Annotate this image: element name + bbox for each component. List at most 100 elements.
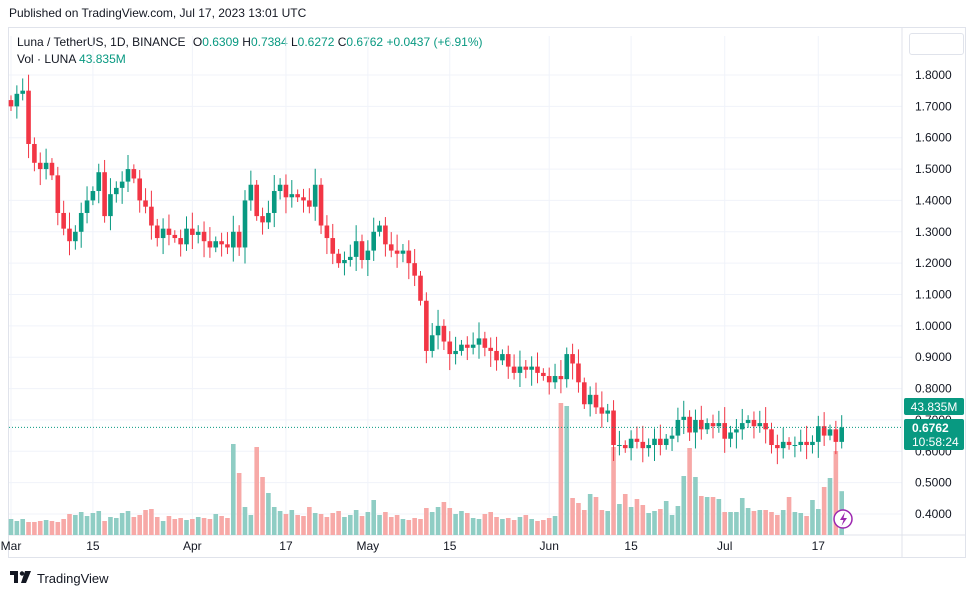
volume-bar (37, 521, 43, 535)
volume-bar (792, 512, 798, 535)
volume-bar (394, 515, 400, 535)
candle-body (26, 90, 31, 144)
candle-body (728, 432, 733, 439)
candle-body (453, 350, 458, 355)
volume-bar (511, 520, 517, 535)
grid-lines (9, 28, 966, 557)
volume-legend-row: Vol · LUNA 43.835M (17, 51, 483, 68)
x-tick-label: Apr (183, 539, 202, 553)
y-tick-label: 0.5000 (915, 476, 952, 490)
last-price-text: 0.6762 (912, 421, 949, 435)
candle-body (172, 234, 178, 239)
x-tick-label: Jul (717, 539, 732, 553)
volume-bar (400, 519, 406, 535)
volume-bar (634, 499, 640, 535)
tradingview-brand[interactable]: TradingView (10, 570, 109, 586)
candle-body (570, 354, 575, 364)
candle-body (582, 382, 587, 405)
chart-menu-box[interactable] (909, 33, 964, 55)
close-value: 0.6762 (346, 35, 384, 49)
volume-tag: 43.835M (904, 398, 964, 415)
volume-bar (406, 520, 412, 535)
candle-body (640, 441, 646, 449)
chart-legend: Luna / TetherUS, 1D, BINANCE O0.6309 H0.… (17, 34, 483, 68)
volume-bar (289, 510, 295, 535)
candle-body (348, 256, 353, 261)
y-tick-label: 0.8000 (915, 382, 952, 396)
volume-bar (465, 513, 470, 535)
volume-bar (494, 517, 499, 535)
candle-body (219, 241, 224, 245)
volume-bar (131, 517, 137, 535)
candle-body (283, 184, 289, 198)
symbol-label[interactable]: Luna / TetherUS, 1D, BINANCE (17, 35, 186, 49)
candle-body (207, 241, 213, 248)
candle-body (652, 438, 657, 446)
y-tick-label: 1.5000 (915, 162, 952, 176)
candle-body (535, 366, 540, 373)
volume-bar (143, 510, 148, 535)
candle-body (511, 366, 517, 373)
candle-body (722, 423, 727, 439)
candle-body (564, 354, 570, 380)
candle-body (67, 228, 72, 242)
volume-bar (8, 519, 14, 535)
candle-body (166, 228, 172, 235)
countdown-text: 10:58:24 (912, 435, 959, 449)
candle-body (494, 350, 499, 361)
volume-label[interactable]: Vol · LUNA (17, 52, 76, 66)
candle-body (622, 445, 628, 449)
candle-body (125, 169, 131, 182)
low-value: 0.6272 (297, 35, 335, 49)
candle-body (500, 354, 505, 361)
candle-body (523, 366, 529, 370)
time-axis: Mar 15 Apr 17 May 15 Jun 15 Jul 17 (1, 539, 826, 553)
volume-bar (418, 519, 423, 535)
y-tick-label: 1.1000 (915, 288, 952, 302)
volume-bar (207, 519, 213, 535)
volume-bar (582, 510, 587, 535)
candle-body (798, 441, 804, 446)
candles (8, 74, 844, 465)
volume-tag-text: 43.835M (911, 400, 958, 414)
candle-body (424, 300, 429, 351)
lightning-icon[interactable] (833, 509, 853, 529)
volume-bar (675, 506, 681, 535)
volume-bar (330, 513, 336, 535)
candle-body (394, 250, 400, 254)
candle-body (716, 423, 722, 427)
candle-body (365, 250, 371, 261)
candle-body (646, 445, 651, 449)
volume-bar (523, 515, 529, 535)
volume-bar (67, 514, 72, 535)
tradingview-logo-icon (10, 570, 32, 586)
volume-bar (435, 507, 441, 535)
candle-body (470, 344, 476, 348)
volume-bar (476, 519, 482, 535)
volume-bar (160, 521, 166, 535)
volume-bar (154, 517, 160, 535)
candle-body (324, 225, 330, 239)
candle-body (254, 184, 259, 217)
volume-bar (576, 503, 581, 535)
y-tick-label: 1.6000 (915, 131, 952, 145)
candle-body (628, 438, 634, 449)
candle-body (617, 445, 622, 447)
volume-bar (219, 516, 224, 535)
volume-bar (646, 513, 651, 535)
volume-bar (90, 513, 96, 535)
volume-bar (699, 496, 704, 535)
volume-bar (810, 500, 815, 535)
volume-bar (482, 514, 488, 535)
volume-bar (669, 515, 675, 535)
volume-bar (424, 508, 429, 535)
volume-bar (242, 507, 248, 535)
candle-body (447, 341, 453, 355)
volume-bar (412, 518, 417, 535)
candle-body (201, 231, 207, 242)
volume-bar (254, 447, 259, 535)
volume-bar (388, 517, 394, 535)
candle-body (96, 172, 102, 192)
volume-bar (441, 502, 447, 535)
